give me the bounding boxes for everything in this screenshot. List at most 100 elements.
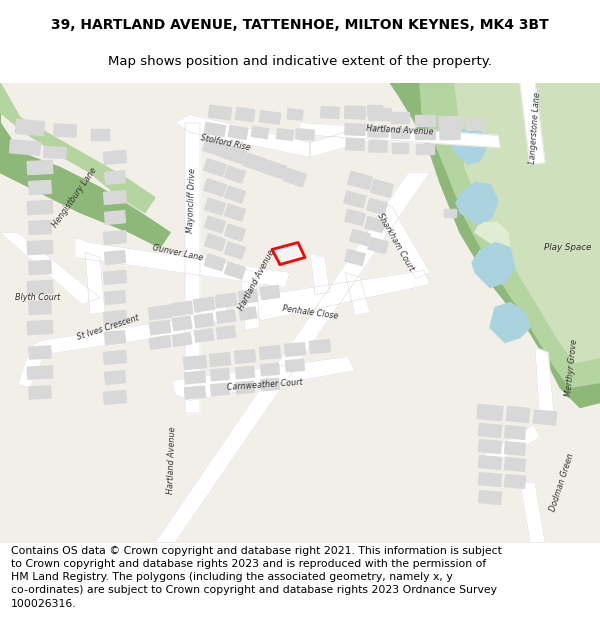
Bar	[368, 238, 388, 254]
Bar	[217, 326, 236, 339]
Text: Contains OS data © Crown copyright and database right 2021. This information is : Contains OS data © Crown copyright and d…	[11, 546, 502, 609]
Bar	[29, 386, 51, 399]
Bar	[367, 106, 383, 116]
Bar	[344, 191, 366, 208]
Polygon shape	[535, 348, 555, 424]
Polygon shape	[75, 238, 290, 288]
Polygon shape	[30, 304, 230, 354]
Bar	[477, 404, 503, 421]
Bar	[345, 106, 365, 119]
Bar	[505, 426, 526, 439]
Bar	[440, 129, 460, 139]
Bar	[415, 115, 435, 126]
Bar	[260, 285, 280, 300]
Text: Gunver Lane: Gunver Lane	[152, 242, 204, 262]
Bar	[104, 231, 127, 244]
Bar	[260, 363, 280, 376]
Text: Merthyr Grove: Merthyr Grove	[565, 338, 580, 397]
Bar	[367, 198, 387, 214]
Bar	[224, 166, 245, 183]
Bar	[235, 349, 256, 363]
Bar	[369, 141, 387, 152]
Bar	[479, 424, 502, 438]
Bar	[104, 311, 127, 324]
Text: Hartland Avenue: Hartland Avenue	[237, 249, 277, 312]
Bar	[44, 146, 66, 159]
Bar	[479, 439, 502, 453]
Polygon shape	[490, 302, 530, 343]
Polygon shape	[390, 82, 600, 408]
Bar	[296, 129, 314, 140]
Bar	[236, 381, 254, 394]
Bar	[251, 126, 269, 139]
Text: Hengistbury Lane: Hengistbury Lane	[51, 166, 99, 229]
Polygon shape	[0, 82, 600, 542]
Polygon shape	[85, 253, 105, 314]
Bar	[172, 316, 192, 331]
Bar	[204, 122, 226, 137]
Bar	[209, 352, 230, 366]
Bar	[392, 142, 408, 152]
Bar	[345, 124, 365, 136]
Bar	[505, 458, 526, 471]
Bar	[91, 129, 109, 140]
Bar	[27, 201, 53, 214]
Bar	[345, 106, 365, 119]
Bar	[238, 289, 258, 304]
Text: Stolford Rise: Stolford Rise	[199, 133, 251, 152]
Bar	[217, 310, 236, 323]
Bar	[149, 336, 170, 349]
Bar	[466, 119, 484, 130]
Polygon shape	[520, 82, 545, 164]
Bar	[10, 140, 41, 155]
Bar	[29, 346, 51, 359]
Bar	[260, 378, 280, 391]
Bar	[346, 139, 364, 150]
Bar	[171, 301, 193, 316]
Bar	[149, 320, 171, 335]
Bar	[104, 151, 127, 164]
Bar	[104, 291, 125, 304]
Bar	[29, 261, 52, 274]
Polygon shape	[0, 232, 100, 304]
Polygon shape	[172, 356, 355, 401]
Text: Penhale Close: Penhale Close	[281, 304, 338, 321]
Bar	[27, 321, 53, 334]
Polygon shape	[18, 348, 45, 388]
Bar	[27, 241, 53, 254]
Bar	[104, 271, 127, 284]
Bar	[172, 332, 191, 346]
Polygon shape	[420, 82, 600, 388]
Polygon shape	[452, 127, 488, 164]
Bar	[310, 339, 331, 353]
Bar	[203, 159, 226, 176]
Bar	[439, 116, 461, 129]
Bar	[365, 216, 385, 232]
Bar	[369, 108, 391, 121]
Bar	[224, 242, 245, 259]
Polygon shape	[0, 82, 155, 212]
Bar	[211, 383, 229, 396]
Bar	[224, 262, 245, 279]
Bar	[345, 209, 365, 226]
Bar	[416, 144, 434, 154]
Bar	[505, 474, 526, 488]
Bar	[391, 112, 409, 123]
Bar	[228, 126, 248, 139]
Polygon shape	[455, 82, 600, 362]
Bar	[239, 307, 257, 320]
Bar	[224, 204, 245, 221]
Text: Mayoncliff Drive: Mayoncliff Drive	[187, 168, 197, 233]
Bar	[29, 301, 52, 314]
Bar	[259, 111, 281, 124]
Bar	[104, 171, 125, 184]
Bar	[104, 251, 125, 264]
Text: Blyth Court: Blyth Court	[16, 293, 61, 302]
Bar	[371, 179, 394, 198]
Bar	[224, 224, 245, 241]
Text: Play Space: Play Space	[544, 243, 592, 252]
Bar	[284, 342, 305, 356]
Text: Map shows position and indicative extent of the property.: Map shows position and indicative extent…	[108, 56, 492, 68]
Bar	[345, 249, 365, 266]
Bar	[263, 160, 287, 179]
